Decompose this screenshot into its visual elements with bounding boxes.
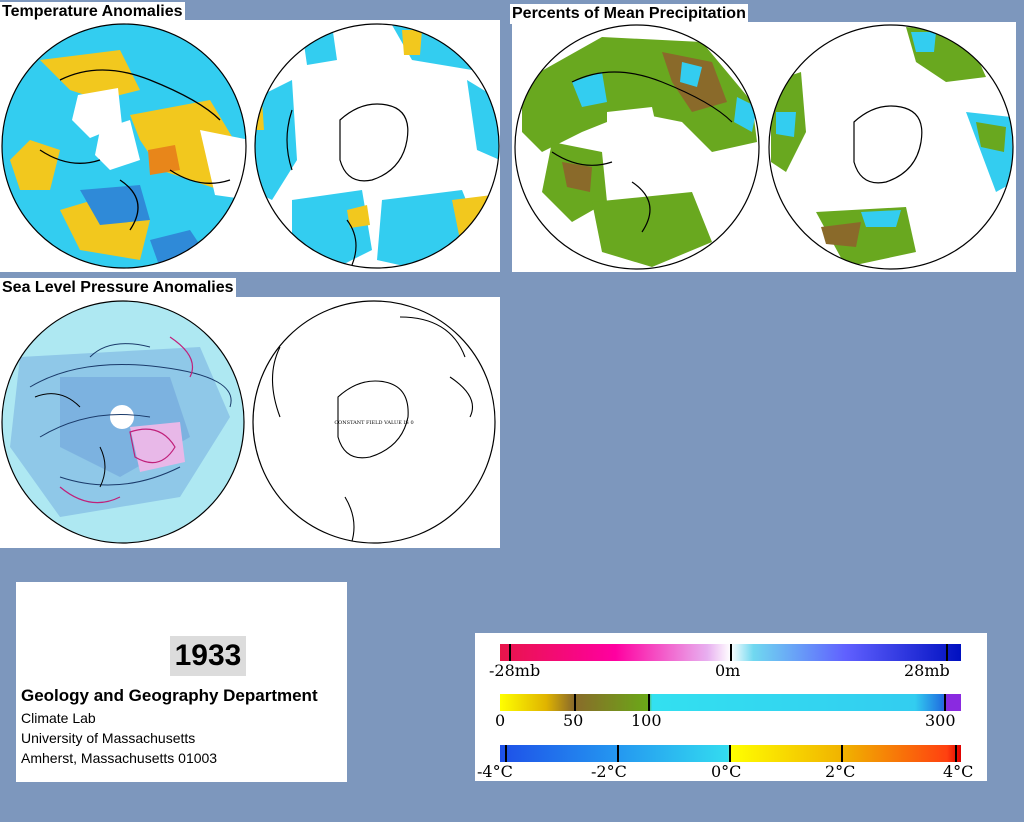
precip-label-100: 100 — [631, 711, 662, 730]
pressure-tick-mid — [730, 644, 732, 661]
info-line-university: University of Massachusetts — [21, 730, 196, 746]
precipitation-color-bar — [500, 694, 961, 711]
temp-tick-2 — [841, 745, 843, 762]
color-legend: -28mb 0m 28mb 0 50 100 300 -4°C -2°C 0°C… — [475, 633, 987, 781]
pressure-label-max: 28mb — [904, 661, 950, 680]
temp-label-minus4: -4°C — [477, 762, 513, 781]
pressure-constant-field-note: CONSTANT FIELD VALUE IS 0 — [334, 420, 413, 426]
pressure-north-globe — [1, 300, 245, 544]
temperature-south-globe — [254, 23, 500, 269]
precipitation-north-globe — [514, 24, 760, 270]
precip-tick-50 — [574, 694, 576, 711]
pressure-label-min: -28mb — [489, 661, 541, 680]
temp-tick-minus4 — [505, 745, 507, 762]
temp-tick-4 — [955, 745, 957, 762]
pressure-tick-min — [509, 644, 511, 661]
pressure-south-globe: CONSTANT FIELD VALUE IS 0 — [252, 300, 496, 544]
temp-label-4: 4°C — [943, 762, 974, 781]
info-line-lab: Climate Lab — [21, 710, 96, 726]
precip-tick-300 — [944, 694, 946, 711]
info-box: 1933 Geology and Geography Department Cl… — [16, 582, 347, 782]
precip-label-300: 300 — [925, 711, 956, 730]
temp-label-2: 2°C — [825, 762, 856, 781]
precipitation-title: Percents of Mean Precipitation — [510, 4, 748, 24]
temp-label-0: 0°C — [711, 762, 742, 781]
info-line-address: Amherst, Massachusetts 01003 — [21, 750, 218, 766]
temperature-title: Temperature Anomalies — [0, 2, 185, 22]
year-label: 1933 — [170, 636, 246, 676]
precipitation-south-globe — [768, 24, 1014, 270]
temp-label-minus2: -2°C — [591, 762, 627, 781]
pressure-tick-max — [946, 644, 948, 661]
precip-label-0: 0 — [495, 711, 506, 730]
precip-tick-100 — [648, 694, 650, 711]
precip-label-50: 50 — [563, 711, 584, 730]
temp-tick-0 — [729, 745, 731, 762]
department-name: Geology and Geography Department — [21, 686, 318, 705]
pressure-label-mid: 0m — [715, 661, 741, 680]
temperature-north-globe — [1, 23, 247, 269]
temp-tick-minus2 — [617, 745, 619, 762]
pressure-title: Sea Level Pressure Anomalies — [0, 278, 236, 298]
